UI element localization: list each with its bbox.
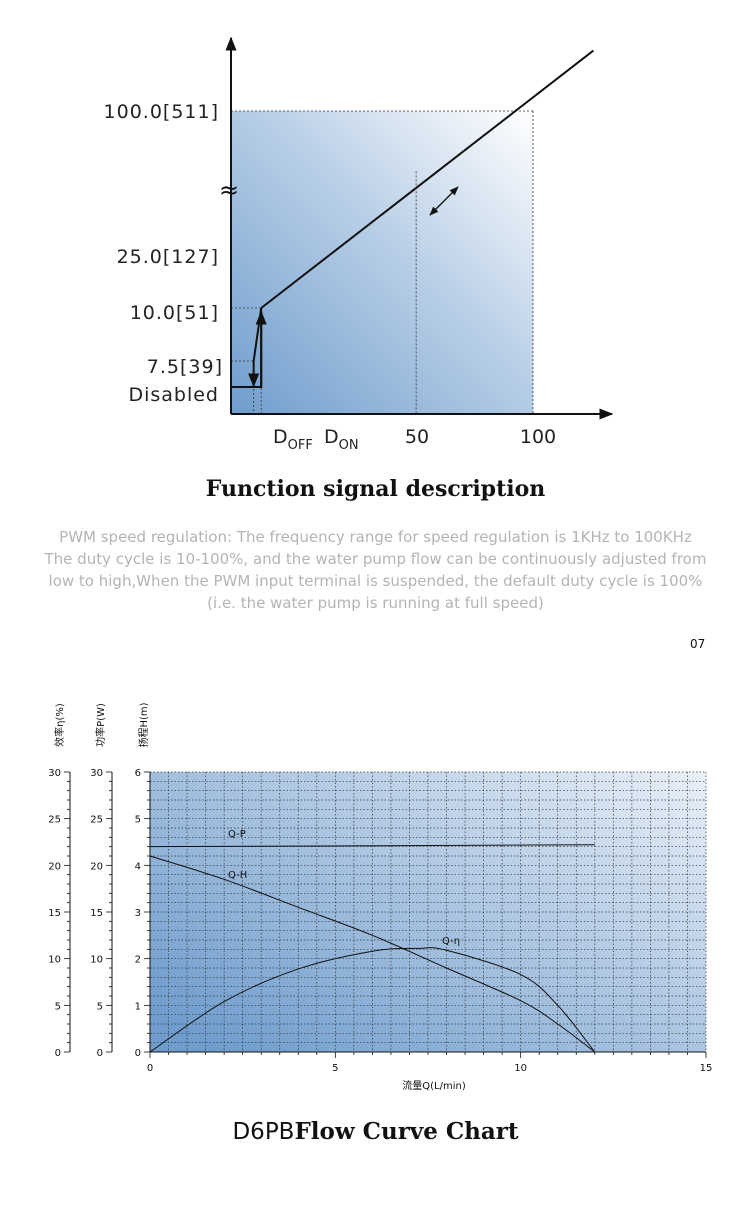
x-tick-label: 5: [332, 1063, 338, 1074]
ramp-up-arrow: [443, 186, 459, 202]
y-tick-label: 25: [48, 815, 61, 826]
y-tick-label: 0: [97, 1048, 103, 1059]
ramp-down-arrow: [429, 200, 445, 216]
y-tick-label: 20: [48, 861, 61, 872]
y-tick-label: 5: [55, 1001, 61, 1012]
x-tick-label-100: 100: [520, 426, 556, 448]
x-tick-label: 15: [700, 1063, 713, 1074]
series-label-eta: Q-η: [442, 936, 460, 947]
y-tick-label-10: 10.0[51]: [130, 302, 219, 324]
pwm-description: PWM speed regulation: The frequency rang…: [20, 526, 731, 614]
y-tick-label: 6: [135, 768, 141, 779]
description-line: (i.e. the water pump is running at full …: [207, 594, 544, 612]
series-line-eta: [149, 947, 596, 1053]
flow-curve-chart: 0 5 10 15 20 25 30 0 5 10 15 20 25 30 0 1 2 3 4 5 6 0 5 10 15 Q-…: [48, 702, 713, 1092]
flow-chart-name: Flow Curve Chart: [294, 1118, 519, 1145]
y-tick-label: 25: [90, 815, 103, 826]
y-tick-label: 15: [90, 908, 103, 919]
y-tick-label: 30: [48, 768, 61, 779]
y-axis-label-power: 功率P(W): [94, 703, 107, 747]
axis-break-symbol: ≈: [219, 176, 239, 204]
y-tick-label: 10: [90, 955, 103, 966]
y-tick-label: 15: [48, 908, 61, 919]
description-line: The duty cycle is 10-100%, and the water…: [44, 550, 707, 568]
y-tick-label: 30: [90, 768, 103, 779]
y-tick-label: 0: [55, 1048, 61, 1059]
y-tick-label: 4: [135, 861, 141, 872]
series-label-H: Q-H: [228, 870, 247, 881]
description-line: PWM speed regulation: The frequency rang…: [59, 528, 692, 546]
y-tick-label: 1: [135, 1001, 141, 1012]
series-line-P: [149, 844, 595, 848]
y-tick-label: 3: [135, 908, 141, 919]
y-tick-label: 20: [90, 861, 103, 872]
signal-chart: ≈ 100.0[511] 25.0[127] 10.0[51] 7.5[39] …: [104, 36, 614, 453]
y-tick-label-25: 25.0[127]: [117, 246, 219, 268]
x-tick-label-d-on: DON: [324, 426, 359, 453]
x-tick-label: 0: [147, 1063, 153, 1074]
model-name: D6PB: [232, 1119, 295, 1145]
signal-off-ramp: [252, 307, 263, 362]
y-tick-label: 0: [135, 1048, 141, 1059]
series-line-H: [149, 855, 596, 1053]
y-tick-label: 10: [48, 955, 61, 966]
y-tick-label: 2: [135, 955, 141, 966]
flow-chart-title: D6PBFlow Curve Chart: [0, 1118, 751, 1145]
y-axis-label-efficiency: 效率η(%): [53, 703, 66, 747]
y-tick-label: 5: [97, 1001, 103, 1012]
x-tick-label-50: 50: [405, 426, 429, 448]
y-tick-label-100: 100.0[511]: [104, 101, 219, 123]
page-number: 07: [690, 637, 706, 651]
signal-ramp-line: [260, 49, 595, 309]
x-tick-label-d-off: DOFF: [273, 426, 313, 453]
y-tick-label-disabled: Disabled: [128, 384, 219, 406]
y-axis-label-head: 扬程H(m): [137, 702, 150, 747]
signal-chart-title: Function signal description: [205, 476, 546, 502]
y-tick-label-7-5: 7.5[39]: [147, 356, 223, 378]
description-line: low to high,When the PWM input terminal …: [48, 572, 703, 590]
series-label-P: Q-P: [228, 829, 246, 840]
y-tick-label: 5: [135, 815, 141, 826]
x-axis-label: 流量Q(L/min): [402, 1079, 466, 1092]
x-tick-label: 10: [514, 1063, 527, 1074]
signal-plot-area: [231, 111, 533, 414]
